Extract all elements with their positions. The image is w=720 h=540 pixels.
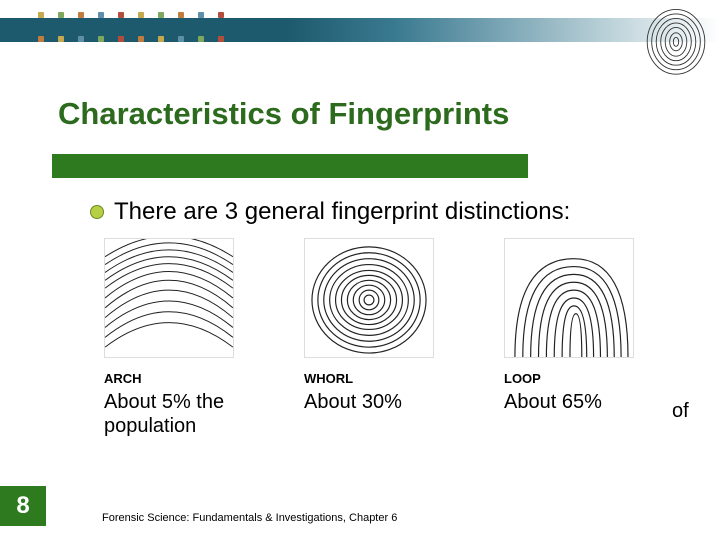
footer-text: Forensic Science: Fundamentals & Investi… bbox=[102, 512, 397, 524]
pattern-loop: LOOP About 65% bbox=[504, 238, 664, 438]
arch-label: ARCH bbox=[104, 371, 264, 386]
decor-dots-top bbox=[38, 12, 224, 18]
fingerprint-corner-icon bbox=[640, 4, 712, 76]
whorl-fingerprint-icon bbox=[304, 238, 434, 358]
bullet-icon bbox=[90, 205, 104, 219]
title-underline bbox=[52, 154, 528, 178]
arch-percent: About 5% the population bbox=[104, 390, 264, 438]
patterns-row: ARCH About 5% the population WHORL About… bbox=[104, 238, 664, 438]
decor-dots-bottom bbox=[38, 36, 224, 42]
pattern-whorl: WHORL About 30% bbox=[304, 238, 464, 438]
trailing-text: of bbox=[672, 400, 689, 423]
whorl-label: WHORL bbox=[304, 371, 464, 386]
loop-percent: About 65% bbox=[504, 390, 664, 414]
loop-label: LOOP bbox=[504, 371, 664, 386]
bullet-text: There are 3 general fingerprint distinct… bbox=[114, 198, 570, 226]
slide-title: Characteristics of Fingerprints bbox=[58, 96, 509, 132]
bullet-row: There are 3 general fingerprint distinct… bbox=[90, 198, 570, 226]
loop-fingerprint-icon bbox=[504, 238, 634, 358]
pattern-arch: ARCH About 5% the population bbox=[104, 238, 264, 438]
slide-number: 8 bbox=[0, 486, 46, 526]
whorl-percent: About 30% bbox=[304, 390, 464, 414]
arch-fingerprint-icon bbox=[104, 238, 234, 358]
